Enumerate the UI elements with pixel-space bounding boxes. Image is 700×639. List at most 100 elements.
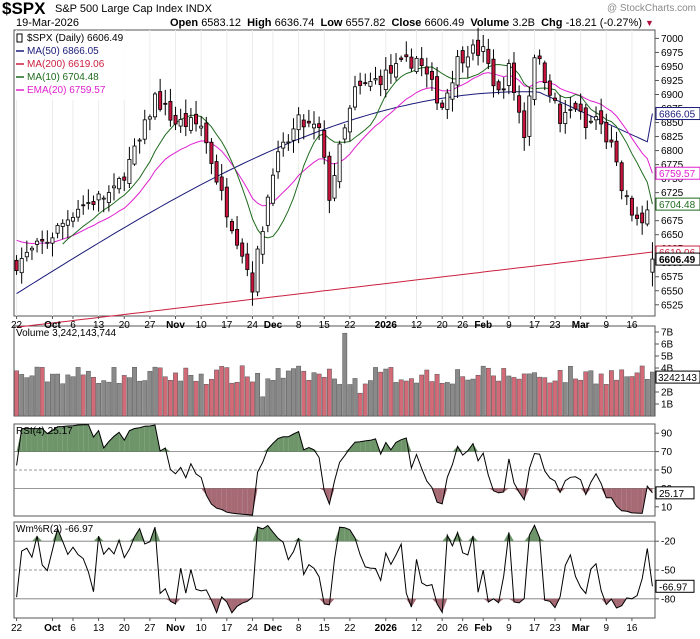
candle [50, 237, 55, 244]
wmr-zone-fill [242, 598, 248, 604]
candle [291, 128, 296, 141]
rsi-zone-fill [288, 433, 294, 452]
rsi-y-tick-label: 50 [661, 466, 673, 477]
x-tick-label: Feb [474, 320, 492, 331]
close-label: Close [391, 17, 422, 29]
watermark: @ StockCharts.com [606, 3, 696, 14]
wmr-zone-fill [52, 528, 58, 542]
candle [624, 195, 629, 198]
candle [286, 141, 291, 144]
volume-bar [75, 367, 81, 417]
candle [594, 116, 599, 121]
wmr-zone-fill [329, 598, 335, 605]
rsi-zone-fill [211, 488, 217, 509]
volume-bar [178, 380, 184, 417]
vol-y-tick-label: 5B [661, 352, 674, 363]
candle [40, 238, 45, 242]
candle [481, 46, 486, 52]
x-tick-label: 20 [437, 320, 449, 331]
wmr-zone-fill [339, 527, 345, 542]
x-tick-label: 24 [247, 320, 259, 331]
volume-bar [455, 369, 460, 417]
x-tick-label: 12 [411, 320, 423, 331]
volume-bar [50, 373, 55, 417]
price-y-tick-label: 6725 [661, 188, 684, 199]
candle [70, 217, 75, 222]
candle [301, 119, 306, 128]
x-tick-label: Feb [474, 623, 492, 634]
rsi-zone-fill [365, 440, 371, 452]
volume-bar [39, 367, 45, 417]
candle [440, 102, 445, 108]
x-tick-label: Dec [264, 623, 283, 634]
wmr-line [16, 524, 653, 615]
price-y-tick-label: 6850 [661, 118, 684, 129]
vol-y-tick-label: 4B [661, 364, 674, 375]
volume-bar [255, 372, 260, 417]
candle [219, 176, 224, 191]
x-tick-label: Nov [166, 320, 185, 331]
price-y-tick-label: 6550 [661, 286, 684, 297]
volume-bar [644, 379, 650, 417]
candle [527, 95, 532, 137]
wmr-zone-fill [442, 535, 448, 542]
x-tick-label: 17 [529, 623, 541, 634]
volume-bar [347, 384, 353, 417]
rsi-zone-fill [457, 446, 463, 452]
volume-bar [239, 365, 245, 417]
low-value: 6557.82 [345, 17, 386, 29]
volume-bar [444, 382, 450, 417]
volume-bar [378, 371, 384, 417]
x-tick-label: 27 [144, 623, 156, 634]
high-label: High [247, 17, 272, 29]
volume-bar [250, 381, 255, 417]
price-y-tick-label: 7000 [661, 34, 684, 45]
volume-bar [424, 369, 430, 417]
wmr-zone-fill [483, 598, 489, 603]
wmr-zone-fill [355, 538, 361, 542]
volume-bar [434, 374, 440, 417]
rsi-zone-fill [62, 426, 68, 452]
rsi-zone-fill [119, 432, 125, 452]
x-tick-label: 23 [549, 623, 561, 634]
candle [342, 127, 347, 140]
vol-y-tick-label: 1B [661, 400, 674, 411]
volume-bar [583, 371, 589, 417]
x-tick-label: 2026 [375, 623, 398, 634]
wmr-zone-fill [344, 527, 350, 542]
x-tick-label: 17 [221, 320, 233, 331]
legend-entry: EMA(20) 6759.57 [27, 85, 106, 96]
candle [455, 56, 460, 86]
rsi-zone-fill [88, 424, 94, 452]
x-tick-label: 6 [70, 320, 76, 331]
candle [327, 155, 332, 201]
x-tick-label: Dec [264, 320, 283, 331]
wmr-zone-fill [406, 598, 412, 608]
volume-bar [260, 396, 266, 417]
volume-bar [450, 383, 455, 417]
rsi-zone-fill [437, 488, 443, 504]
rsi-zone-fill [519, 488, 525, 500]
price-y-tick-label: 6825 [661, 132, 684, 143]
volume-bar [291, 368, 296, 417]
price-tag: 6866.05 [659, 110, 696, 121]
x-tick-label: 17 [221, 623, 233, 634]
rsi-zone-fill [631, 488, 638, 514]
x-tick-label: 10 [196, 623, 208, 634]
wmr-zone-fill [231, 598, 238, 613]
candle [81, 204, 86, 207]
candle [86, 202, 91, 204]
down-triangle-icon: ▼ [645, 18, 654, 28]
candle [404, 54, 409, 58]
rsi-zone-fill [503, 488, 509, 492]
candle [260, 231, 265, 255]
volume-bar [409, 378, 414, 417]
volume-bar [373, 367, 378, 417]
wmr-zone-fill [324, 598, 330, 605]
rsi-tag: 25.17 [659, 489, 684, 500]
volume-bar [234, 381, 240, 417]
candle [142, 119, 147, 140]
chg-label: Chg [541, 17, 563, 29]
price-tag-box [655, 166, 700, 180]
wmr-zone-fill [616, 598, 622, 609]
